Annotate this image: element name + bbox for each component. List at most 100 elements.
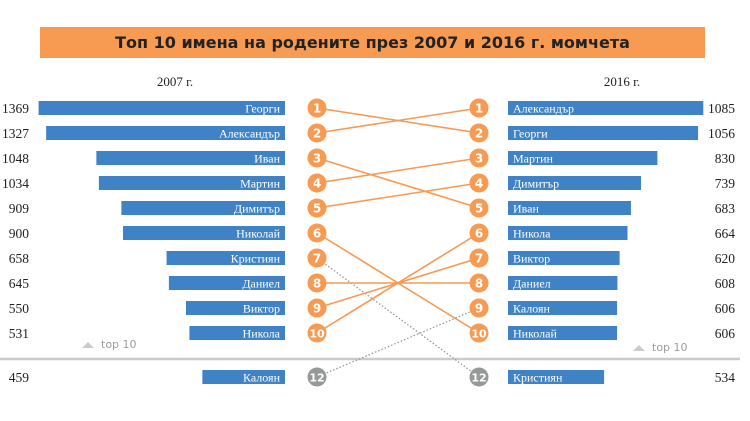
right-year-label: 2016 г. bbox=[604, 74, 640, 89]
bar-2007 bbox=[46, 126, 285, 140]
value-label-2007: 1034 bbox=[2, 176, 29, 191]
value-label-2007: 550 bbox=[9, 301, 30, 316]
bar-2016 bbox=[508, 276, 618, 290]
bar-2007 bbox=[168, 276, 285, 290]
rank-number: 4 bbox=[313, 177, 321, 191]
bar-2007 bbox=[96, 151, 285, 165]
bar-name-2016: Димитър bbox=[513, 177, 559, 191]
bar-name-2007: Иван bbox=[254, 152, 281, 166]
rank-circle bbox=[469, 273, 489, 293]
rank-number: 7 bbox=[313, 252, 321, 266]
value-label-2007: 658 bbox=[9, 251, 30, 266]
rank-circle bbox=[469, 298, 489, 318]
bar-name-2016: Мартин bbox=[513, 152, 554, 166]
rank-circle bbox=[469, 223, 489, 243]
rank-circle bbox=[307, 148, 327, 168]
rank-number: 4 bbox=[475, 177, 483, 191]
rank-circle bbox=[469, 148, 489, 168]
bar-2016 bbox=[508, 176, 642, 190]
bar-name-2007: Виктор bbox=[243, 302, 280, 316]
rank-number: 5 bbox=[313, 202, 321, 216]
bar-2016 bbox=[508, 251, 620, 265]
value-label-2007: 1327 bbox=[2, 126, 29, 141]
bar-name-2007: Николай bbox=[236, 227, 280, 241]
rank-circle bbox=[307, 98, 327, 118]
rank-number: 8 bbox=[475, 277, 483, 291]
rank-circle bbox=[469, 198, 489, 218]
rank-number: 6 bbox=[313, 227, 321, 241]
top10-label: top 10 bbox=[101, 338, 137, 351]
bar-name-2016: Александър bbox=[513, 102, 574, 116]
rank-number: 7 bbox=[475, 252, 483, 266]
rank-circle bbox=[469, 123, 489, 143]
rank-number: 2 bbox=[475, 127, 483, 141]
value-label-2016: 606 bbox=[715, 301, 736, 316]
rank-circle bbox=[307, 173, 327, 193]
bar-name-2016: Кристиян bbox=[513, 371, 563, 385]
bar-name-2016: Даниел bbox=[513, 277, 551, 291]
value-label-2016: 683 bbox=[715, 201, 736, 216]
triangle-up-icon bbox=[82, 342, 94, 348]
rank-number: 10 bbox=[471, 328, 487, 341]
rank-circle bbox=[307, 198, 327, 218]
rank-number: 2 bbox=[313, 127, 321, 141]
bar-name-2007: Георги bbox=[245, 102, 280, 116]
bar-2007 bbox=[123, 226, 285, 240]
bar-2007 bbox=[189, 326, 285, 340]
bar-name-2007: Никола bbox=[243, 327, 281, 341]
rank-circle bbox=[469, 367, 489, 387]
rank-circle bbox=[307, 223, 327, 243]
connector-line bbox=[316, 157, 480, 209]
value-label-2016: 664 bbox=[715, 226, 736, 241]
bar-name-2016: Георги bbox=[513, 127, 548, 141]
triangle-up-icon bbox=[633, 345, 645, 351]
bar-2007 bbox=[38, 101, 285, 115]
bar-2016 bbox=[508, 326, 618, 340]
bar-name-2007: Димитър bbox=[234, 202, 280, 216]
rank-number: 9 bbox=[313, 302, 321, 316]
bar-name-2007: Даниел bbox=[242, 277, 280, 291]
rank-number: 6 bbox=[475, 227, 483, 241]
bar-2016 bbox=[508, 226, 628, 240]
bar-2007 bbox=[98, 176, 285, 190]
value-label-2016: 1085 bbox=[708, 101, 735, 116]
bar-2007 bbox=[186, 301, 285, 315]
value-label-2016: 606 bbox=[715, 326, 736, 341]
bar-name-2007: Мартин bbox=[240, 177, 281, 191]
bar-2016 bbox=[508, 101, 704, 115]
bar-2007 bbox=[166, 251, 285, 265]
rank-number: 8 bbox=[313, 277, 321, 291]
connector-line bbox=[316, 307, 480, 378]
bar-2007 bbox=[121, 201, 285, 215]
value-label-2016: 534 bbox=[715, 370, 736, 385]
rank-circle bbox=[307, 367, 327, 387]
rank-circle bbox=[307, 323, 327, 343]
bar-2016 bbox=[508, 301, 618, 315]
bar-2016 bbox=[508, 126, 699, 140]
bar-name-2007: Кристиян bbox=[231, 252, 281, 266]
rank-circle bbox=[469, 248, 489, 268]
value-label-2007: 531 bbox=[9, 326, 29, 341]
bar-name-2016: Никола bbox=[513, 227, 551, 241]
connector-line bbox=[316, 232, 480, 334]
connector-line bbox=[316, 182, 480, 209]
value-label-2007: 1369 bbox=[2, 101, 29, 116]
left-year-label: 2007 г. bbox=[157, 74, 193, 89]
bar-2016 bbox=[508, 201, 631, 215]
value-label-2016: 608 bbox=[715, 276, 736, 291]
value-label-2016: 739 bbox=[715, 176, 736, 191]
bar-name-2007: Калоян bbox=[243, 371, 281, 385]
bar-name-2016: Николай bbox=[513, 327, 557, 341]
rank-circle bbox=[469, 98, 489, 118]
bar-name-2016: Иван bbox=[513, 202, 540, 216]
value-label-2007: 909 bbox=[9, 201, 30, 216]
rank-number: 1 bbox=[313, 102, 321, 116]
value-label-2016: 620 bbox=[715, 251, 736, 266]
value-label-2016: 1056 bbox=[708, 126, 735, 141]
rank-number: 1 bbox=[475, 102, 483, 116]
rank-circle bbox=[307, 248, 327, 268]
top10-label: top 10 bbox=[652, 341, 688, 354]
rank-number: 3 bbox=[475, 152, 483, 166]
rank-number: 12 bbox=[309, 372, 324, 385]
